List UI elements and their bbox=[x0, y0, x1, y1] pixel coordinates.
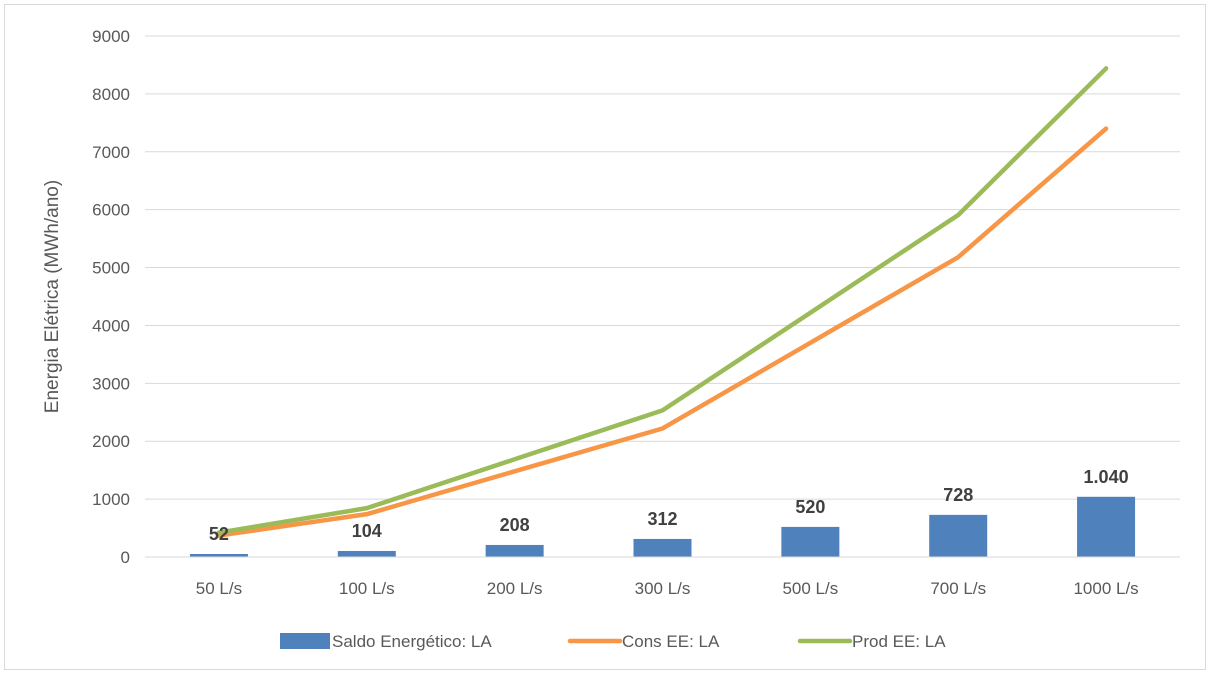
chart-frame bbox=[4, 4, 1206, 670]
y-tick-label: 5000 bbox=[92, 259, 130, 278]
bar bbox=[633, 538, 692, 557]
y-tick-label: 2000 bbox=[92, 432, 130, 451]
legend-label: Saldo Energético: LA bbox=[332, 632, 492, 651]
y-axis-title: Energia Elétrica (MWh/ano) bbox=[42, 180, 63, 413]
series-line bbox=[216, 126, 1109, 538]
x-tick-label: 100 L/s bbox=[339, 579, 395, 598]
y-tick-label: 9000 bbox=[92, 27, 130, 46]
data-label: 520 bbox=[795, 497, 825, 517]
bar bbox=[337, 550, 396, 557]
y-tick-label: 0 bbox=[121, 548, 130, 567]
data-label: 1.040 bbox=[1084, 467, 1129, 487]
y-tick-label: 6000 bbox=[92, 201, 130, 220]
y-tick-label: 7000 bbox=[92, 143, 130, 162]
bar bbox=[781, 526, 840, 557]
bar bbox=[485, 544, 544, 557]
y-tick-label: 1000 bbox=[92, 490, 130, 509]
y-tick-label: 4000 bbox=[92, 316, 130, 335]
bar bbox=[929, 514, 988, 557]
y-tick-label: 3000 bbox=[92, 374, 130, 393]
y-tick-label: 8000 bbox=[92, 85, 130, 104]
x-tick-label: 1000 L/s bbox=[1073, 579, 1138, 598]
legend-label: Cons EE: LA bbox=[622, 632, 720, 651]
data-label: 52 bbox=[209, 524, 229, 544]
x-tick-label: 500 L/s bbox=[782, 579, 838, 598]
legend-swatch bbox=[280, 633, 330, 649]
legend: Saldo Energético: LA Cons EE: LA Prod EE: … bbox=[280, 632, 946, 651]
bar-series bbox=[189, 496, 1136, 557]
data-label: 208 bbox=[500, 515, 530, 535]
gridlines bbox=[145, 35, 1180, 500]
data-labels: 52 104 208 312 520 728 1.040 bbox=[209, 467, 1129, 544]
x-tick-label: 200 L/s bbox=[487, 579, 543, 598]
x-tick-label: 300 L/s bbox=[635, 579, 691, 598]
series-line bbox=[216, 66, 1109, 535]
bar bbox=[1077, 496, 1136, 557]
x-tick-label: 700 L/s bbox=[930, 579, 986, 598]
data-label: 104 bbox=[352, 521, 382, 541]
data-label: 312 bbox=[647, 509, 677, 529]
legend-label: Prod EE: LA bbox=[852, 632, 946, 651]
line-series bbox=[216, 66, 1109, 538]
bar bbox=[189, 553, 248, 557]
data-label: 728 bbox=[943, 485, 973, 505]
x-tick-label: 50 L/s bbox=[196, 579, 242, 598]
axes: 0 1000 2000 3000 4000 5000 6000 7000 8000 9000 50 … bbox=[42, 27, 1180, 598]
